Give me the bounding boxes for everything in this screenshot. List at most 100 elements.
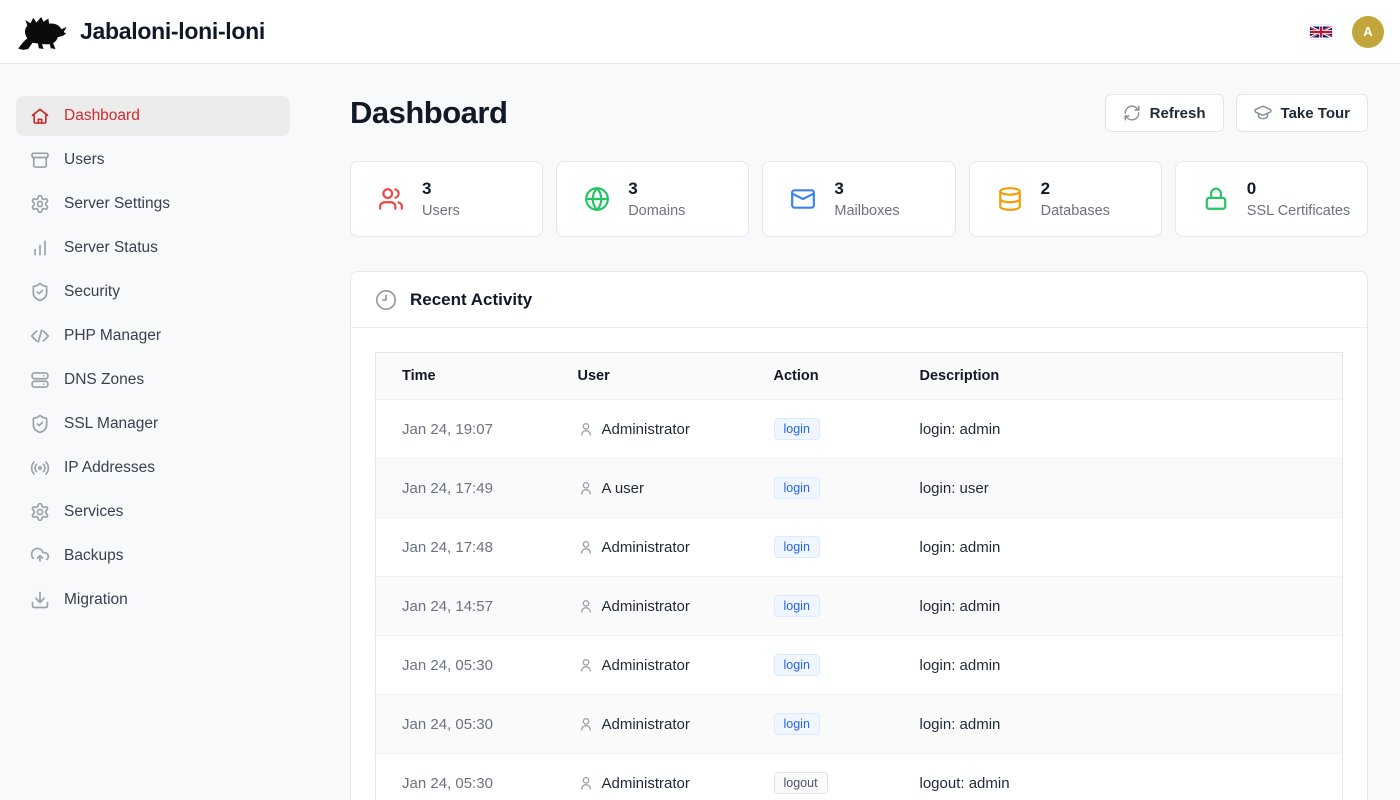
refresh-button[interactable]: Refresh [1104, 94, 1224, 132]
activity-time: Jan 24, 19:07 [375, 399, 562, 459]
activity-time: Jan 24, 14:57 [375, 576, 562, 636]
sidebar-item-security[interactable]: Security [16, 272, 290, 312]
activity-user: A user [601, 479, 645, 497]
activity-description: login: admin [903, 517, 1343, 577]
activity-description: login: admin [903, 576, 1343, 636]
user-avatar[interactable]: A [1352, 15, 1384, 48]
recent-activity-title: Recent Activity [410, 289, 533, 309]
person-icon [578, 539, 594, 555]
topbar-right: A [1309, 15, 1384, 48]
column-header-time: Time [375, 352, 562, 400]
table-header-row: Time User Action Description [375, 352, 1343, 400]
sidebar-item-server-status[interactable]: Server Status [16, 228, 290, 268]
server-stack-icon [30, 370, 50, 390]
gear-icon [30, 502, 50, 522]
graduation-cap-icon [1253, 104, 1272, 122]
sidebar-item-label: Server Status [64, 239, 158, 256]
sidebar-item-label: Migration [64, 591, 128, 608]
code-icon [30, 326, 50, 346]
radio-waves-icon [30, 458, 50, 478]
boar-logo-icon [16, 13, 68, 51]
stat-value: 3 [422, 179, 432, 198]
table-row: Jan 24, 14:57 Administrator [375, 576, 1343, 636]
sidebar-item-migration[interactable]: Migration [16, 580, 290, 620]
sidebar-item-label: PHP Manager [64, 327, 162, 344]
action-badge: login [773, 536, 820, 558]
activity-time: Jan 24, 17:49 [375, 458, 562, 518]
brand: Jabaloni-loni-loni [16, 13, 265, 51]
recent-activity-panel: Recent Activity Time User Action Descrip… [350, 271, 1368, 800]
sidebar-item-server-settings[interactable]: Server Settings [16, 184, 290, 224]
activity-time: Jan 24, 05:30 [375, 753, 562, 800]
take-tour-button[interactable]: Take Tour [1235, 94, 1368, 132]
stat-label: Users [422, 203, 460, 219]
stat-card-ssl-certificates: 0 SSL Certificates [1174, 161, 1368, 237]
sidebar-item-services[interactable]: Services [16, 492, 290, 532]
sidebar-item-dns-zones[interactable]: DNS Zones [16, 360, 290, 400]
gear-icon [30, 194, 50, 214]
activity-user: Administrator [601, 538, 690, 556]
table-row: Jan 24, 17:49 A user login [375, 458, 1343, 518]
clock-icon [375, 289, 397, 311]
stat-card-domains: 3 Domains [556, 161, 750, 237]
stat-card-mailboxes: 3 Mailboxes [762, 161, 956, 237]
stats-row: 3 Users 3 Domains 3 Mailboxes [350, 161, 1368, 237]
stat-card-users: 3 Users [350, 161, 544, 237]
sidebar-item-php-manager[interactable]: PHP Manager [16, 316, 290, 356]
table-row: Jan 24, 19:07 Administrator [375, 399, 1343, 459]
uk-flag-icon [1309, 25, 1333, 42]
column-header-description: Description [903, 352, 1343, 400]
globe-icon [584, 186, 610, 212]
person-icon [578, 716, 594, 732]
person-icon [578, 598, 594, 614]
action-badge: login [773, 477, 820, 499]
users-group-icon [378, 186, 404, 212]
stat-value: 2 [1040, 179, 1051, 198]
shield-check-icon [30, 414, 50, 434]
column-header-user: User [561, 352, 758, 400]
page-actions: Refresh Take Tour [1104, 94, 1368, 132]
stat-label: Domains [628, 203, 686, 219]
sidebar-item-dashboard[interactable]: Dashboard [16, 96, 290, 136]
sidebar-item-label: DNS Zones [64, 371, 145, 388]
sidebar-item-label: Server Settings [64, 195, 170, 212]
cloud-upload-icon [30, 546, 50, 566]
database-icon [997, 186, 1023, 212]
person-icon [578, 775, 594, 791]
action-badge: login [773, 595, 820, 617]
sidebar-item-ssl-manager[interactable]: SSL Manager [16, 404, 290, 444]
sidebar-item-label: Dashboard [64, 107, 140, 124]
bar-chart-icon [30, 238, 50, 258]
language-flag-button[interactable] [1309, 25, 1333, 42]
activity-time: Jan 24, 17:48 [375, 517, 562, 577]
sidebar-item-label: Services [64, 503, 124, 520]
table-row: Jan 24, 17:48 Administrator [375, 517, 1343, 577]
button-label: Take Tour [1280, 104, 1350, 122]
stat-label: SSL Certificates [1246, 203, 1351, 219]
home-icon [30, 106, 50, 126]
person-icon [578, 657, 594, 673]
table-row: Jan 24, 05:30 Administrator [375, 694, 1343, 754]
activity-description: login: user [903, 458, 1343, 518]
action-badge: login [773, 713, 820, 735]
sidebar-item-users[interactable]: Users [16, 140, 290, 180]
person-icon [578, 480, 594, 496]
sidebar-item-ip-addresses[interactable]: IP Addresses [16, 448, 290, 488]
sidebar-item-label: IP Addresses [64, 459, 156, 476]
activity-time: Jan 24, 05:30 [375, 694, 562, 754]
download-icon [30, 590, 50, 610]
brand-title: Jabaloni-loni-loni [80, 18, 265, 44]
activity-user: Administrator [601, 420, 690, 438]
sidebar-item-label: Users [64, 151, 105, 168]
sidebar-item-backups[interactable]: Backups [16, 536, 290, 576]
stat-value: 3 [628, 179, 638, 198]
person-icon [578, 421, 594, 437]
activity-description: login: admin [903, 694, 1343, 754]
main-content: Dashboard Refresh Take Tour 3 Users [306, 64, 1400, 800]
activity-description: logout: admin [903, 753, 1343, 800]
lock-icon [1203, 186, 1229, 212]
top-header: Jabaloni-loni-loni A [0, 0, 1400, 64]
activity-user: Administrator [601, 715, 690, 733]
stat-label: Databases [1040, 203, 1110, 219]
table-row: Jan 24, 05:30 Administrator [375, 753, 1343, 800]
